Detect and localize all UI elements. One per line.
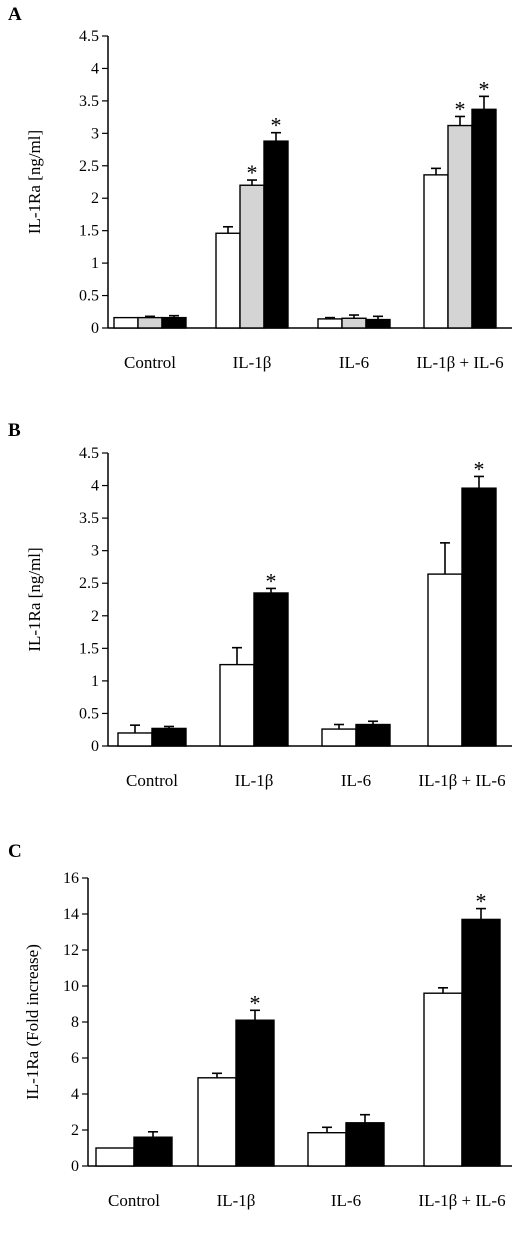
category-label: IL-1β + IL-6 [418,771,505,790]
y-tick-label: 0 [71,1158,79,1175]
bar [423,174,449,329]
category-label: IL-6 [339,353,369,372]
significance-marker: * [250,990,261,1015]
bar [423,992,463,1167]
bar [317,318,343,329]
bar [137,316,163,329]
y-tick-label: 16 [63,870,79,887]
y-tick-label: 3 [91,125,99,142]
bar [239,184,265,329]
y-tick-label: 4.5 [79,445,99,462]
category-label: IL-1β [233,353,272,372]
bar [197,1077,237,1167]
y-tick-label: 2 [91,608,99,625]
y-tick-label: 0.5 [79,705,99,722]
bar [161,316,187,329]
y-axis-title: IL-1Ra [ng/ml] [25,547,44,651]
y-tick-label: 1 [91,673,99,690]
category-label: IL-1β [235,771,274,790]
bar [117,732,153,747]
bar [355,723,391,747]
y-tick-label: 1 [91,255,99,272]
bar [235,1019,275,1167]
y-tick-label: 0.5 [79,288,99,305]
panel-letter: A [8,4,22,25]
category-label: Control [124,353,176,372]
bar [447,124,473,329]
y-tick-label: 4 [91,60,99,77]
significance-marker: * [474,456,485,481]
bar [461,487,497,747]
y-tick-label: 3.5 [79,93,99,110]
y-tick-label: 4 [91,478,99,495]
category-label: IL-6 [331,1191,361,1210]
bar [263,140,289,329]
bar [219,663,255,747]
bar [321,728,357,747]
y-tick-label: 3.5 [79,510,99,527]
bar [471,108,497,329]
y-tick-label: 2.5 [79,158,99,175]
significance-marker: * [266,568,277,593]
y-axis-title: IL-1Ra (Fold increase) [23,944,42,1100]
category-label: IL-1β + IL-6 [416,353,503,372]
bar [427,573,463,747]
category-label: IL-1β [217,1191,256,1210]
y-tick-label: 2 [91,190,99,207]
significance-marker: * [271,113,282,138]
y-tick-label: 12 [63,942,79,959]
y-tick-label: 2.5 [79,575,99,592]
y-tick-label: 2 [71,1122,79,1139]
bar [345,1122,385,1167]
category-label: Control [126,771,178,790]
y-tick-label: 10 [63,978,79,995]
y-axis-title: IL-1Ra [ng/ml] [25,130,44,234]
bar [95,1147,135,1167]
y-tick-label: 4 [71,1086,79,1103]
panel-letter: B [8,420,21,441]
significance-marker: * [247,160,258,185]
bar [253,592,289,747]
bar [365,318,391,329]
category-label: Control [108,1191,160,1210]
bar [151,727,187,747]
y-tick-label: 4.5 [79,28,99,45]
significance-marker: * [476,889,487,914]
y-tick-label: 3 [91,543,99,560]
bar [133,1136,173,1167]
bar [341,317,367,329]
bar [215,232,241,329]
bar [307,1131,347,1167]
bar [461,918,501,1167]
y-tick-label: 8 [71,1014,79,1031]
y-tick-label: 14 [63,906,79,923]
significance-marker: * [479,76,490,101]
category-label: IL-1β + IL-6 [418,1191,505,1210]
significance-marker: * [455,96,466,121]
category-label: IL-6 [341,771,371,790]
y-tick-label: 1.5 [79,640,99,657]
bar [113,316,139,329]
y-tick-label: 1.5 [79,223,99,240]
panel-letter: C [8,841,22,862]
y-tick-label: 0 [91,738,99,755]
y-tick-label: 0 [91,320,99,337]
y-tick-label: 6 [71,1050,79,1067]
